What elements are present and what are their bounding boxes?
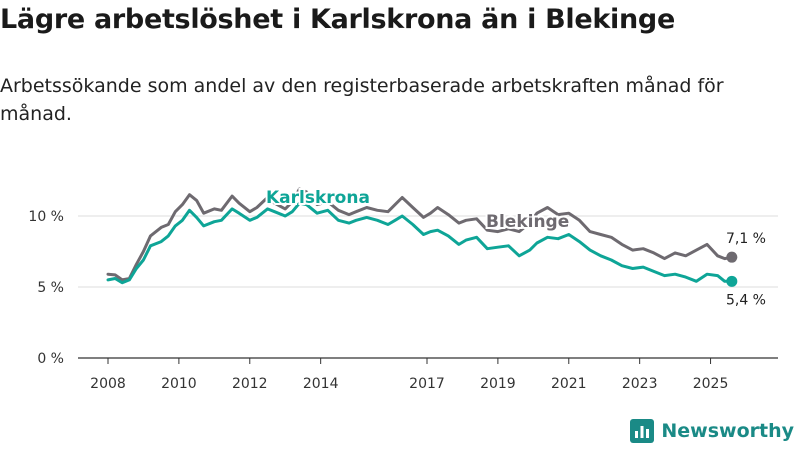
chart-subtitle: Arbetssökande som andel av den registerb… — [0, 75, 724, 125]
end-label-karlskrona: 5,4 % — [726, 292, 766, 308]
series-label-blekinge: Blekinge — [486, 212, 569, 232]
y-tick-label: 5 % — [37, 280, 64, 296]
x-tick-label: 2019 — [480, 376, 516, 392]
end-point-blekinge — [726, 251, 738, 263]
newsworthy-logo-icon — [630, 419, 655, 443]
x-tick-label: 2017 — [409, 376, 445, 392]
x-tick-label: 2012 — [232, 376, 268, 392]
y-tick-label: 0 % — [37, 351, 64, 367]
end-label-blekinge: 7,1 % — [726, 231, 766, 247]
y-tick-label: 10 % — [28, 209, 64, 225]
x-tick-label: 2021 — [551, 376, 587, 392]
brand-logo: Newsworthy — [629, 418, 794, 444]
x-tick-label: 2025 — [693, 376, 729, 392]
x-tick-label: 2014 — [303, 376, 339, 392]
chart-title: Lägre arbetslöshet i Karlskrona än i Ble… — [0, 4, 675, 35]
series-label-karlskrona: Karlskrona — [266, 188, 370, 208]
series-line-karlskrona — [106, 201, 734, 285]
series-line-blekinge — [106, 187, 734, 282]
x-tick-label: 2010 — [161, 376, 197, 392]
x-tick-label: 2008 — [90, 376, 126, 392]
brand-name: Newsworthy — [661, 420, 794, 442]
x-tick-label: 2023 — [622, 376, 658, 392]
end-point-karlskrona — [726, 275, 738, 287]
